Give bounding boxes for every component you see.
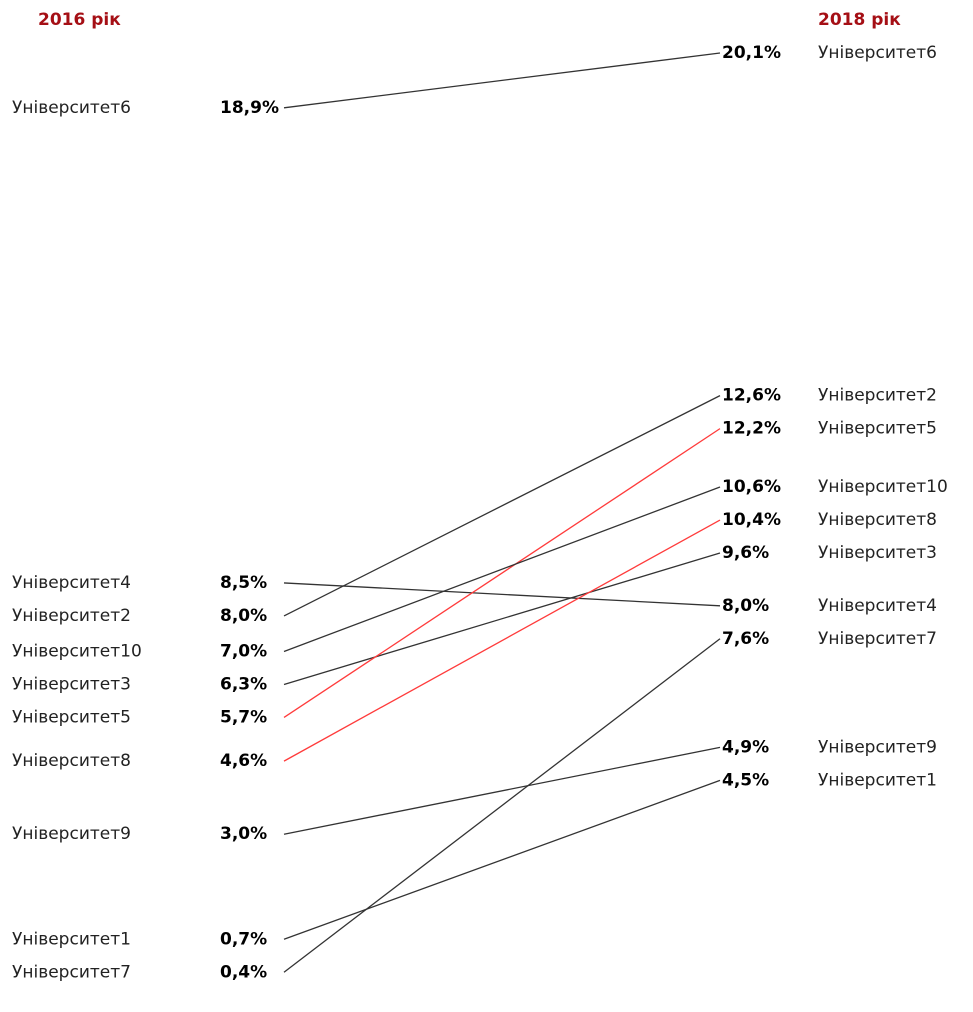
value-label: 10,4% bbox=[722, 510, 781, 530]
slope-line bbox=[283, 52, 721, 109]
value-label: 7,0% bbox=[220, 641, 267, 661]
category-label: Університет8 bbox=[12, 751, 131, 771]
slope-line bbox=[283, 638, 721, 973]
category-label: Університет2 bbox=[12, 606, 131, 626]
value-label: 4,5% bbox=[722, 770, 769, 790]
category-label: Університет10 bbox=[12, 641, 142, 661]
value-label: 4,6% bbox=[220, 751, 267, 771]
slope-line bbox=[283, 582, 721, 607]
value-label: 18,9% bbox=[220, 98, 279, 118]
category-label: Університет8 bbox=[818, 510, 937, 530]
category-label: Університет7 bbox=[818, 629, 937, 649]
category-label: Університет10 bbox=[818, 477, 948, 497]
slope-line bbox=[283, 395, 721, 617]
category-label: Університет2 bbox=[818, 386, 937, 406]
category-label: Університет5 bbox=[818, 419, 937, 439]
category-label: Університет4 bbox=[818, 596, 937, 616]
category-label: Університет7 bbox=[12, 962, 131, 982]
value-label: 8,0% bbox=[220, 606, 267, 626]
slope-line bbox=[283, 746, 721, 835]
category-label: Університет3 bbox=[818, 543, 937, 563]
value-label: 12,6% bbox=[722, 386, 781, 406]
slope-line bbox=[283, 428, 721, 719]
column-header: 2018 рік bbox=[818, 10, 901, 30]
slope-line bbox=[283, 779, 721, 940]
value-label: 7,6% bbox=[722, 629, 769, 649]
value-label: 0,7% bbox=[220, 929, 267, 949]
category-label: Університет1 bbox=[818, 770, 937, 790]
category-label: Університет6 bbox=[12, 98, 131, 118]
column-header: 2016 рік bbox=[38, 10, 121, 30]
category-label: Університет3 bbox=[12, 674, 131, 694]
slope-line bbox=[283, 552, 721, 686]
value-label: 20,1% bbox=[722, 43, 781, 63]
value-label: 3,0% bbox=[220, 824, 267, 844]
value-label: 8,0% bbox=[722, 596, 769, 616]
value-label: 8,5% bbox=[220, 573, 267, 593]
category-label: Університет5 bbox=[12, 707, 131, 727]
slope-line bbox=[283, 486, 721, 653]
category-label: Університет6 bbox=[818, 43, 937, 63]
value-label: 6,3% bbox=[220, 674, 267, 694]
value-label: 9,6% bbox=[722, 543, 769, 563]
value-label: 4,9% bbox=[722, 737, 769, 757]
category-label: Університет9 bbox=[818, 737, 937, 757]
value-label: 10,6% bbox=[722, 477, 781, 497]
category-label: Університет9 bbox=[12, 824, 131, 844]
category-label: Університет4 bbox=[12, 573, 131, 593]
value-label: 0,4% bbox=[220, 962, 267, 982]
category-label: Університет1 bbox=[12, 929, 131, 949]
value-label: 5,7% bbox=[220, 707, 267, 727]
slope-line bbox=[283, 519, 721, 762]
value-label: 12,2% bbox=[722, 419, 781, 439]
